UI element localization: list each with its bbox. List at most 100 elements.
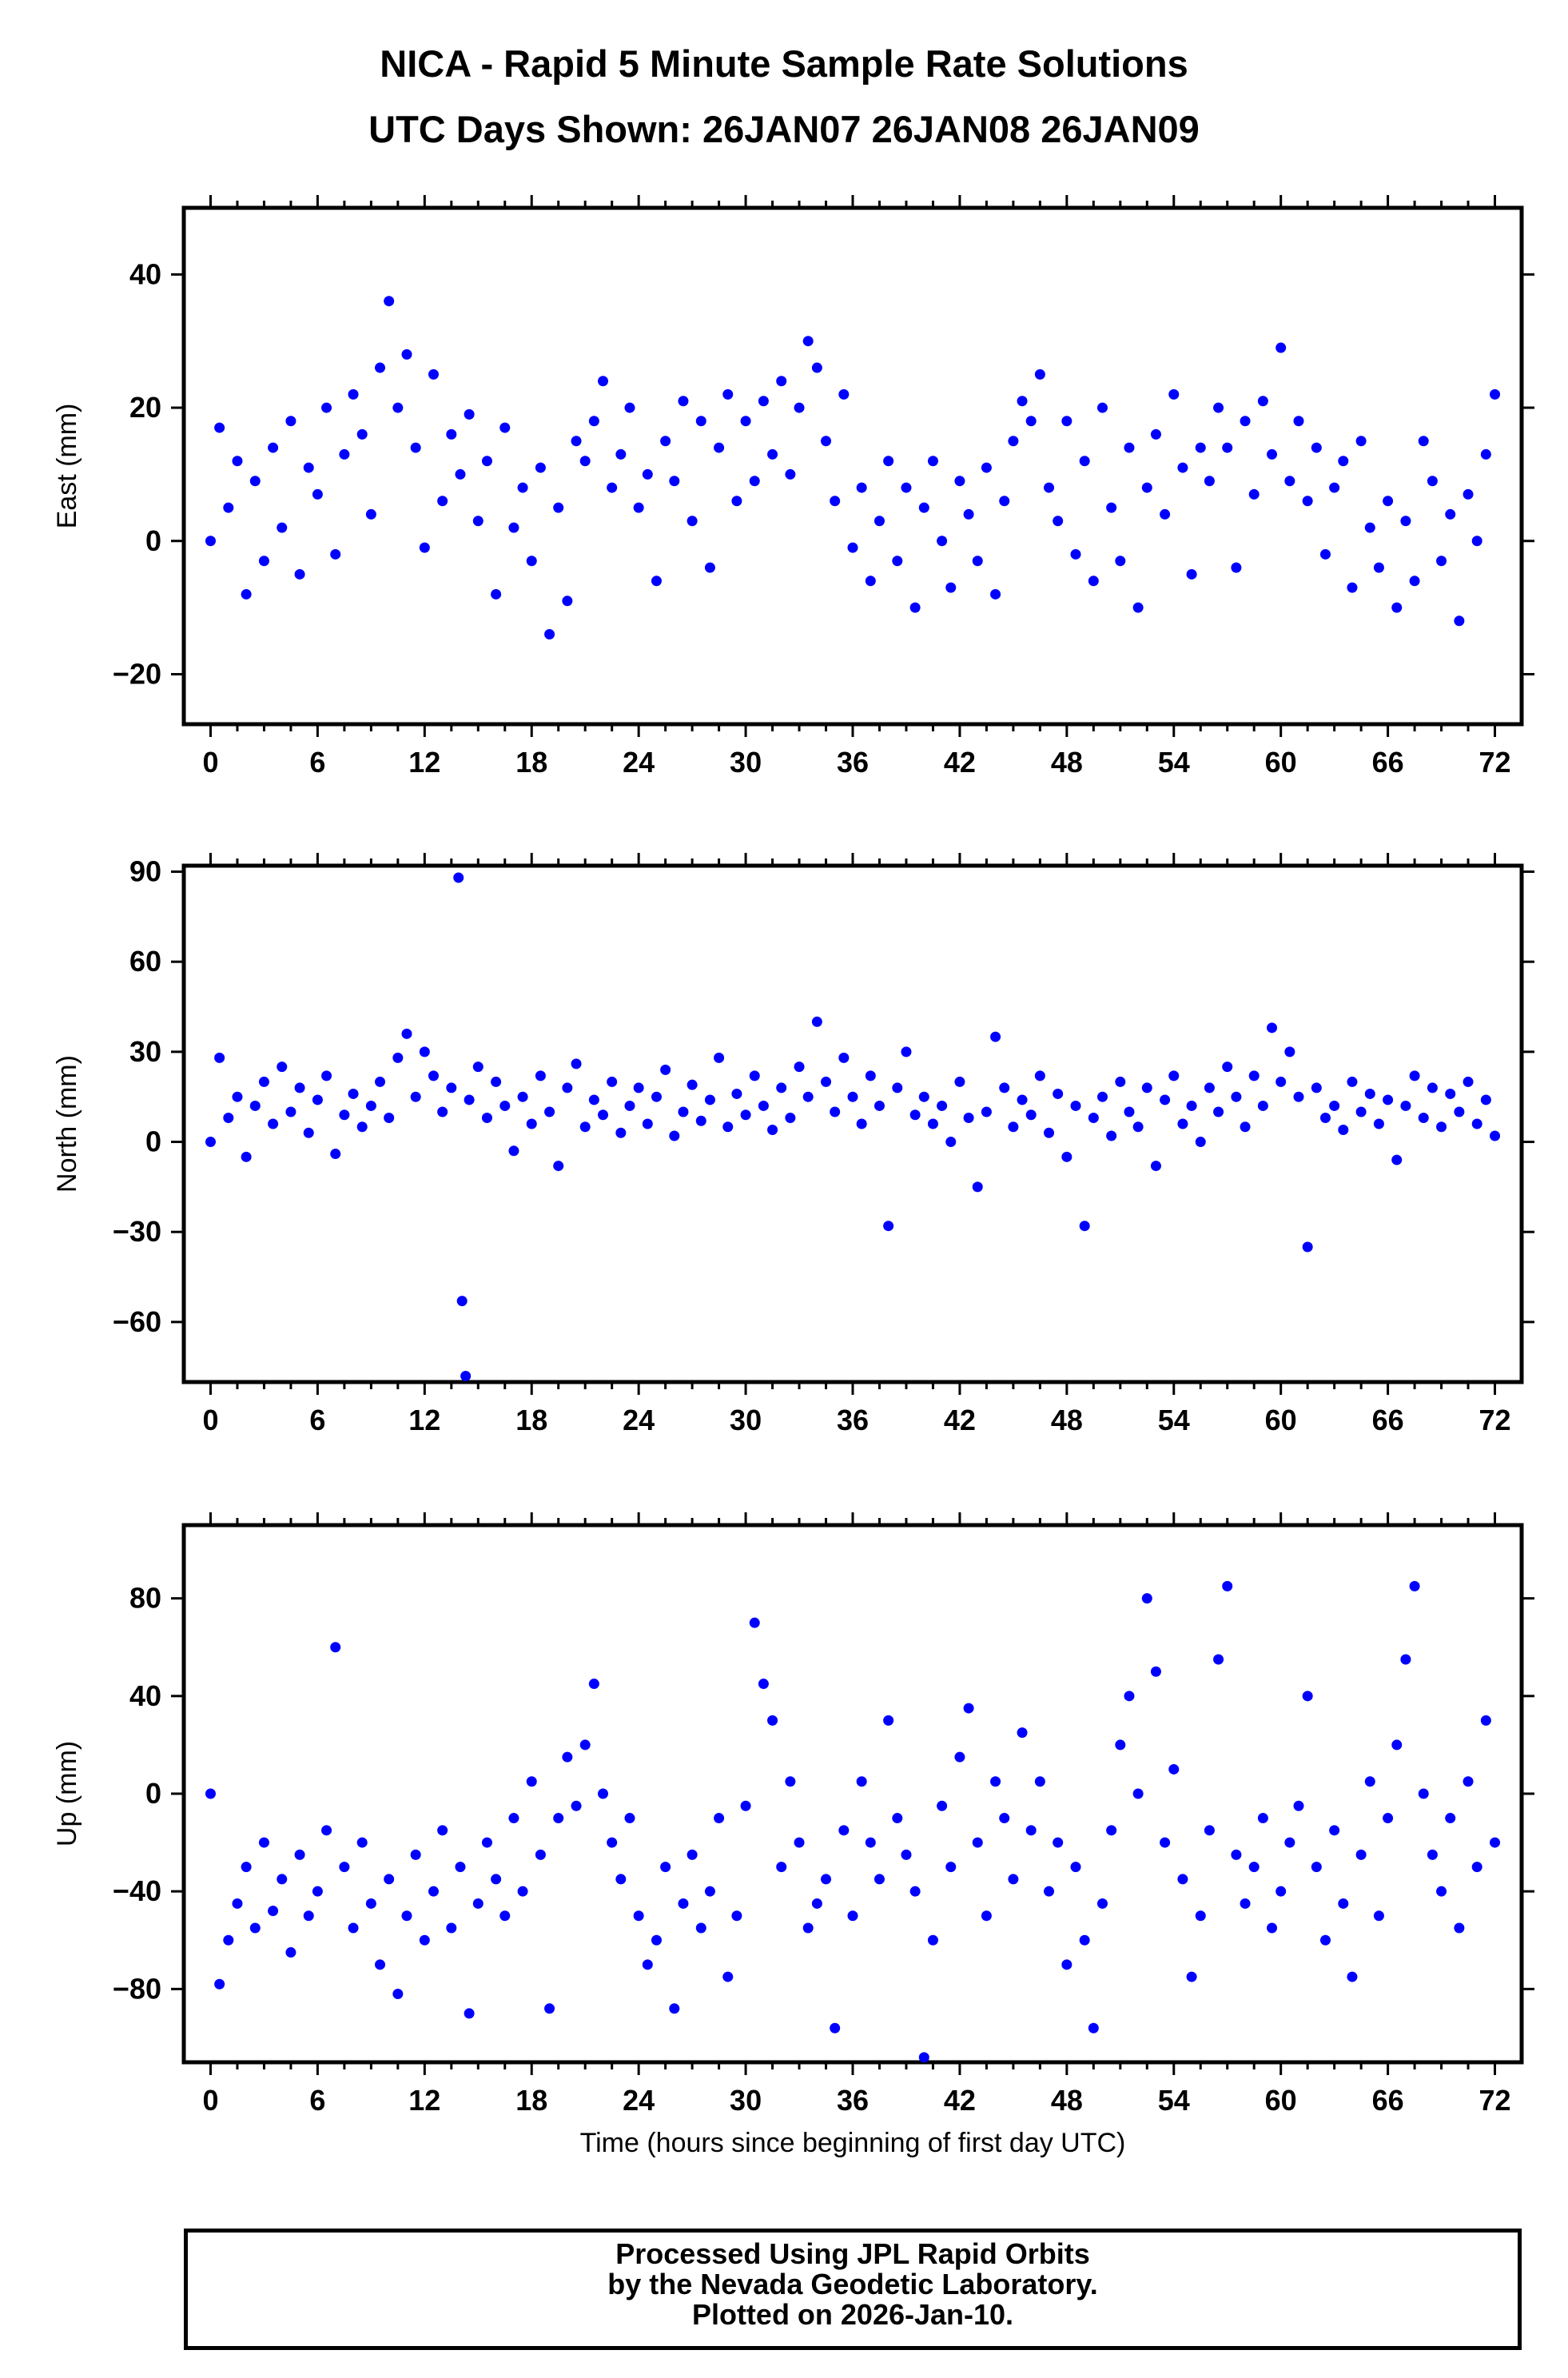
east-data-point [1409,576,1420,587]
east-data-point [1204,476,1215,487]
north-data-point [785,1112,796,1123]
east-data-point [838,388,850,400]
north-data-point [365,1100,376,1111]
up-data-point [1195,1910,1206,1922]
up-data-point [740,1800,751,1811]
north-data-point [456,1296,468,1307]
east-data-point [695,416,706,427]
east-data-point [802,336,814,347]
east-data-point [1240,416,1251,427]
up-data-point [802,1922,814,1934]
east-data-point [990,588,1001,599]
north-data-point [1053,1088,1064,1099]
east-data-point [972,556,983,567]
up-data-point [1061,1959,1073,1970]
north-data-point [695,1115,706,1126]
north-y-tick-label: 30 [129,1035,161,1068]
up-data-point [1293,1800,1304,1811]
up-data-point [419,1934,430,1946]
east-data-point [1008,436,1019,447]
north-data-point [1177,1118,1188,1129]
up-data-point [579,1739,591,1751]
east-data-point [954,476,965,487]
north-data-point [526,1118,537,1129]
up-x-tick-label: 30 [730,2084,762,2117]
north-data-point [1204,1082,1215,1093]
east-data-point [892,556,903,567]
up-x-tick-label: 6 [309,2084,325,2117]
north-data-point [384,1112,395,1123]
east-data-point [999,496,1010,507]
north-data-point [1480,1094,1491,1105]
north-data-point [802,1091,814,1102]
north-data-point [776,1082,787,1093]
north-data-point [277,1062,288,1073]
north-data-point [624,1100,635,1111]
east-data-point [258,556,269,567]
up-data-point [321,1825,332,1836]
north-x-tick-label: 42 [944,1404,976,1436]
up-data-point [1463,1776,1474,1787]
north-data-point [1025,1109,1037,1121]
east-y-tick-label: 0 [145,524,161,557]
up-data-point [1454,1922,1465,1934]
north-data-point [499,1100,511,1111]
north-data-point [1222,1062,1233,1073]
up-data-point [1160,1837,1171,1848]
east-data-point [1319,548,1331,560]
north-data-point [669,1130,680,1141]
north-data-point [981,1106,992,1117]
east-data-point [384,296,395,307]
north-data-point [1355,1106,1367,1117]
up-data-point [909,1886,921,1897]
up-data-point [1275,1886,1287,1897]
up-x-tick-label: 0 [202,2084,218,2117]
north-data-point [1445,1088,1456,1099]
up-data-point [241,1862,252,1873]
east-data-point [1168,388,1180,400]
east-data-point [1275,342,1287,353]
east-data-point [392,402,404,413]
north-x-tick-label: 36 [837,1404,869,1436]
north-data-point [1115,1076,1126,1087]
up-data-point [651,1934,662,1946]
north-data-point [1471,1118,1482,1129]
up-data-point [874,1874,885,1885]
up-data-point [268,1906,279,1917]
north-data-point [945,1137,957,1148]
up-data-point [1177,1874,1188,1885]
north-data-point [1088,1112,1099,1123]
north-data-point [1257,1100,1268,1111]
north-data-point [241,1151,252,1162]
up-x-tick-label: 66 [1372,2084,1404,2117]
up-data-point [258,1837,269,1848]
north-data-point [1061,1151,1073,1162]
north-data-point [392,1052,404,1063]
east-data-point [249,476,261,487]
up-data-point [1044,1886,1055,1897]
north-x-tick-label: 66 [1372,1404,1404,1436]
up-data-point [669,2003,680,2014]
east-data-point [1454,615,1465,627]
north-data-point [1490,1130,1501,1141]
up-data-point [1338,1898,1349,1909]
east-data-point [1079,456,1090,467]
up-data-point [508,1813,519,1824]
east-data-point [268,442,279,453]
north-data-point [909,1109,921,1121]
east-x-tick-label: 30 [730,746,762,779]
north-data-point [419,1046,430,1058]
north-data-point [1132,1121,1144,1133]
north-data-point [223,1112,234,1123]
north-data-point [348,1088,359,1099]
east-data-point [1445,508,1456,520]
east-data-point [937,536,948,547]
east-data-point [847,542,858,553]
east-data-point [499,422,511,433]
east-x-tick-label: 66 [1372,746,1404,779]
up-data-point [883,1715,894,1726]
east-data-point [1302,496,1313,507]
up-x-tick-label: 42 [944,2084,976,2117]
up-data-point [767,1715,778,1726]
up-data-point [937,1800,948,1811]
